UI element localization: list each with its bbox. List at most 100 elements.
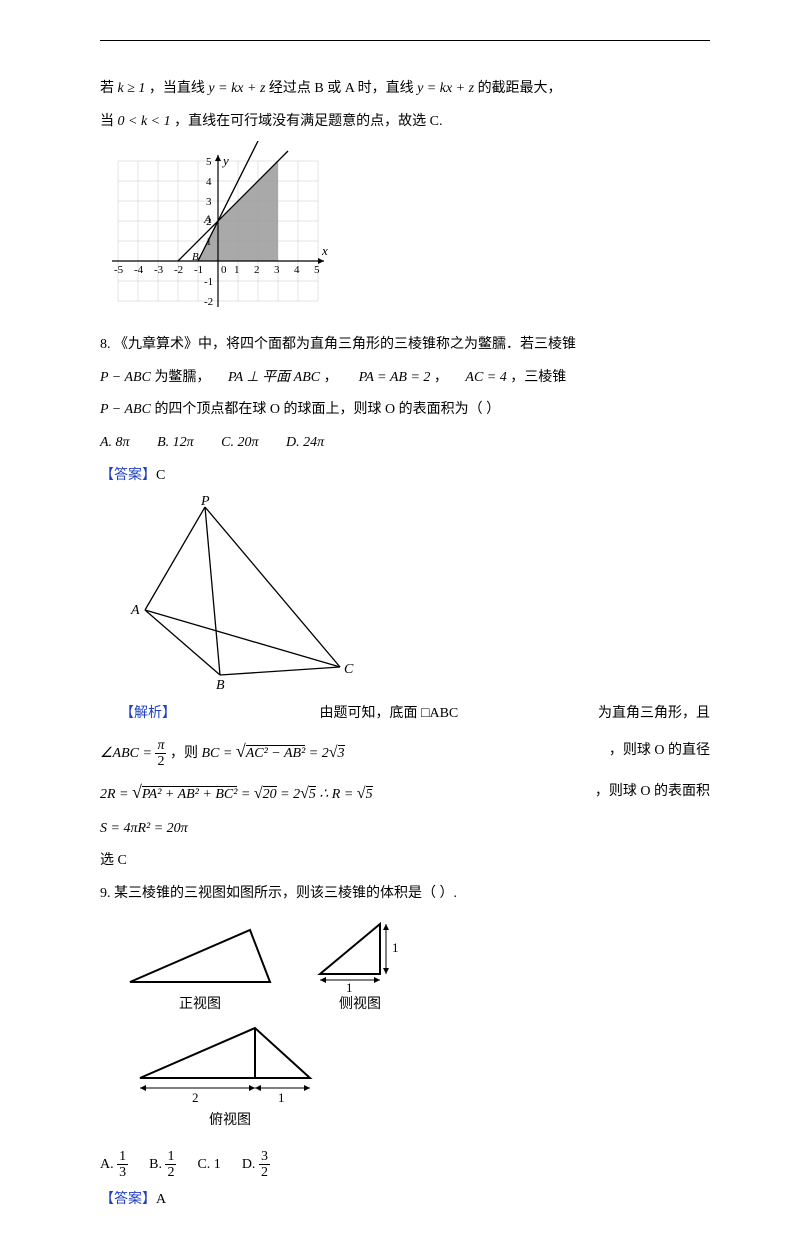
label: D. xyxy=(242,1157,259,1172)
math: P − ABC xyxy=(100,370,151,385)
svg-text:A: A xyxy=(203,212,212,226)
text: ， xyxy=(324,370,338,385)
num: 1 xyxy=(117,1149,128,1165)
svg-text:3: 3 xyxy=(274,264,280,276)
math: k ≥ 1 xyxy=(118,81,146,96)
q9-views-row1: 正视图 1 1 侧视图 xyxy=(120,914,710,1019)
svg-text:1: 1 xyxy=(234,264,240,276)
svg-text:-2: -2 xyxy=(204,296,213,308)
content: 若 k ≥ 1 ，当直线 y = kx + z 经过点 B 或 A 时，直线 y… xyxy=(100,40,710,1213)
top-view: 2 1 俯视图 xyxy=(130,1018,330,1135)
answer-value: A xyxy=(156,1192,166,1207)
q8-line-1: 8. 《九章算术》中，将四个面都为直角三角形的三棱锥称之为鳖臑．若三棱锥 xyxy=(100,332,710,359)
q8-sol-eq1: ∠ABC = π2 ，则 BC = √AC² − AB² = 2√3 ，则球 O… xyxy=(100,734,710,770)
num: 1 xyxy=(165,1149,176,1165)
den: 2 xyxy=(155,754,166,769)
text: 由题可知，底面 □ABC xyxy=(320,706,459,721)
svg-text:-4: -4 xyxy=(134,264,144,276)
tetrahedron-svg: P A B C xyxy=(120,495,360,695)
text: 为鳖臑， xyxy=(154,370,210,385)
svg-text:-5: -5 xyxy=(114,264,124,276)
solution-label: 【解析】 xyxy=(120,706,176,721)
label: B. xyxy=(149,1157,165,1172)
text: 为直角三角形，且 xyxy=(598,701,710,728)
front-view-svg xyxy=(120,922,280,992)
svg-text:4: 4 xyxy=(294,264,300,276)
svg-text:A: A xyxy=(130,603,140,618)
choice-d: D. 32 xyxy=(242,1157,270,1172)
svg-text:4: 4 xyxy=(206,176,212,188)
lhs: ∠ABC = xyxy=(100,746,152,761)
text: ，则 xyxy=(170,746,202,761)
label: A. xyxy=(100,1157,117,1172)
text: 的四个顶点都在球 O 的球面上，则球 O 的表面积为（ ） xyxy=(154,402,500,417)
choice-a: A. 8π xyxy=(100,435,130,450)
top-view-svg: 2 1 xyxy=(130,1018,330,1108)
q8-figure-row: P A B C xyxy=(100,495,710,695)
svg-text:P: P xyxy=(200,495,210,509)
svg-text:-1: -1 xyxy=(204,276,213,288)
svg-text:B: B xyxy=(192,251,199,263)
choice-c: C. 1 xyxy=(197,1157,220,1172)
answer-value: C xyxy=(156,468,165,483)
math: AC = 4 xyxy=(465,370,506,385)
answer-label: 【答案】 xyxy=(100,1192,156,1207)
math: PA = AB = 2 xyxy=(359,370,431,385)
eq: 2R = √PA² + AB² + BC² = √20 = 2√5 ∴ R = … xyxy=(100,775,373,809)
svg-text:x: x xyxy=(321,243,328,258)
side-view-svg: 1 1 xyxy=(310,914,410,992)
svg-text:2: 2 xyxy=(254,264,260,276)
q8-sel: 选 C xyxy=(100,848,710,875)
side-view: 1 1 侧视图 xyxy=(310,914,410,1019)
den: 2 xyxy=(259,1165,270,1180)
svg-text:5: 5 xyxy=(314,264,320,276)
text: 的截距最大， xyxy=(478,81,562,96)
choice-b: B. 12π xyxy=(157,435,194,450)
num: π xyxy=(155,738,166,754)
choice-d: D. 24π xyxy=(286,435,324,450)
tetra-wrap: P A B C xyxy=(100,495,360,695)
q9-answer: 【答案】A xyxy=(100,1187,710,1214)
svg-text:C: C xyxy=(344,662,354,677)
front-view: 正视图 xyxy=(120,922,280,1019)
tail: ，则球 O 的表面积 xyxy=(595,779,710,806)
intro-line-2: 当 0 < k < 1 ，直线在可行域没有满足题意的点，故选 C. xyxy=(100,109,710,136)
svg-text:-1: -1 xyxy=(194,264,203,276)
svg-text:3: 3 xyxy=(206,196,212,208)
graph-feasible-region: -5-4-3-2-101234512345-1-2xyAB xyxy=(100,141,710,326)
choice-a: A. 13 xyxy=(100,1157,132,1172)
svg-text:1: 1 xyxy=(392,940,399,955)
math: P − ABC xyxy=(100,402,151,417)
page: 若 k ≥ 1 ，当直线 y = kx + z 经过点 B 或 A 时，直线 y… xyxy=(0,0,800,1259)
q9-choices: A. 13 B. 12 C. 1 D. 32 xyxy=(100,1149,710,1181)
math: y = kx + z xyxy=(417,81,474,96)
answer-label: 【答案】 xyxy=(100,468,156,483)
q8-sol-line1: 【解析】 由题可知，底面 □ABC 为直角三角形，且 xyxy=(100,701,710,728)
svg-text:1: 1 xyxy=(278,1090,285,1105)
den: 2 xyxy=(165,1165,176,1180)
math: PA ⊥ 平面 ABC xyxy=(228,370,320,385)
svg-text:-3: -3 xyxy=(154,264,164,276)
q8-choices: A. 8π B. 12π C. 20π D. 24π xyxy=(100,430,710,457)
top-label: 俯视图 xyxy=(130,1108,330,1135)
text: ， xyxy=(434,370,448,385)
q8-line-3: P − ABC 的四个顶点都在球 O 的球面上，则球 O 的表面积为（ ） xyxy=(100,397,710,424)
text: ，当直线 xyxy=(149,81,209,96)
q8-answer: 【答案】C xyxy=(100,463,710,490)
q8-line-2: P − ABC 为鳖臑， PA ⊥ 平面 ABC ， PA = AB = 2 ，… xyxy=(100,365,710,392)
svg-text:B: B xyxy=(216,678,225,693)
svg-text:0: 0 xyxy=(221,264,227,276)
svg-text:5: 5 xyxy=(206,156,212,168)
graph-svg: -5-4-3-2-101234512345-1-2xyAB xyxy=(100,141,360,326)
q8-sol-eq2: 2R = √PA² + AB² + BC² = √20 = 2√5 ∴ R = … xyxy=(100,775,710,809)
front-label: 正视图 xyxy=(120,992,280,1019)
tail: ，则球 O 的直径 xyxy=(609,738,710,765)
q9-text: 9. 某三棱锥的三视图如图所示，则该三棱锥的体积是（ ）. xyxy=(100,881,710,908)
num: 3 xyxy=(259,1149,270,1165)
choice-b: B. 12 xyxy=(149,1157,180,1172)
svg-text:-2: -2 xyxy=(174,264,183,276)
text: ，直线在可行域没有满足题意的点，故选 C. xyxy=(174,114,442,129)
intro-line-1: 若 k ≥ 1 ，当直线 y = kx + z 经过点 B 或 A 时，直线 y… xyxy=(100,76,710,103)
math: y = kx + z xyxy=(208,81,265,96)
header-rule xyxy=(100,40,710,41)
